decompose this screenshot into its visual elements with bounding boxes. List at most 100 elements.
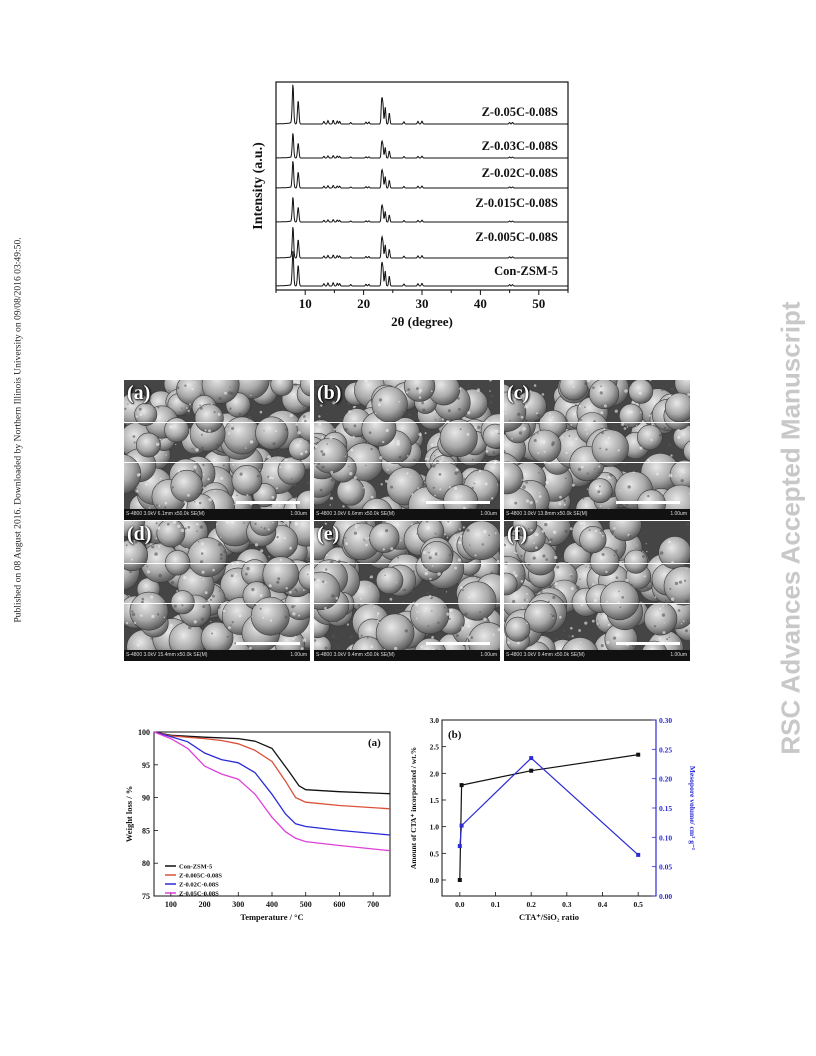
cta-xlabel: CTA⁺/SiO₂ ratio xyxy=(519,912,579,922)
xrd-tick-label: 10 xyxy=(299,296,312,311)
cta-data-point xyxy=(636,752,641,757)
sem-panel: S-4800 3.0kV 9.4mm x50.0k SE(M) 1.00um (f) xyxy=(504,521,690,661)
cta-y-tick-label: 0.5 xyxy=(430,849,440,858)
sem-scale-bar xyxy=(426,642,490,645)
sem-info-text: S-4800 3.0kV 13.8mm x50.0k SE(M) xyxy=(506,511,588,517)
sem-scale-text: 1.00um xyxy=(290,652,307,658)
sem-panel: S-4800 3.0kV 15.4mm x50.0k SE(M) 1.00um (d… xyxy=(124,521,310,661)
cta-data-point xyxy=(636,852,641,857)
sem-micrograph xyxy=(124,521,310,661)
sem-scan-line xyxy=(504,462,690,463)
sem-scale-bar xyxy=(616,501,680,504)
tga-chart: 100 200 300 400 500 600 700 75 80 85 90 95 100 Con-Z… xyxy=(124,728,391,922)
sem-scale-text: 1.00um xyxy=(480,511,497,517)
xrd-xlabel: 2θ (degree) xyxy=(391,314,453,329)
sem-micrograph xyxy=(504,380,690,520)
cta-y-tick-label: 2.0 xyxy=(430,769,440,778)
sem-scale-bar xyxy=(236,501,300,504)
cta-y2-tick-label: 0.20 xyxy=(659,775,672,784)
sem-info-text: S-4800 3.0kV 6.6mm x50.0k SE(M) xyxy=(316,511,395,517)
cta-y-tick-label: 2.5 xyxy=(430,743,440,752)
cta-y2-tick-label: 0.30 xyxy=(659,716,672,725)
tga-frame xyxy=(153,731,391,897)
tga-y-tick-label: 85 xyxy=(142,826,150,835)
xrd-tick-label: 40 xyxy=(474,296,487,311)
sem-scale-bar xyxy=(616,642,680,645)
xrd-sample-label: Con-ZSM-5 xyxy=(494,264,558,278)
sem-panel-label: (c) xyxy=(507,382,530,404)
sem-info-bar: S-4800 3.0kV 6.1mm x50.0k SE(M) 1.00um xyxy=(124,509,310,520)
xrd-pattern-figure: Z-0.05C-0.08S Z-0.03C-0.08S Z-0.02C-0.08S Z… xyxy=(251,81,569,329)
sem-info-bar: S-4800 3.0kV 15.4mm x50.0k SE(M) 1.00um xyxy=(124,650,310,661)
cta-x-tick-label: 0.2 xyxy=(526,900,536,909)
xrd-curve xyxy=(276,227,568,259)
cta-ylabel: Amount of CTA⁺ incorporated / wt.% xyxy=(409,747,418,869)
sem-scale-bar xyxy=(426,501,490,504)
tga-legend-label: Z-0.05C-0.08S xyxy=(179,891,219,898)
xrd-sample-label: Z-0.015C-0.08S xyxy=(475,196,558,210)
cta-data-point xyxy=(529,768,534,773)
tga-x-tick-label: 600 xyxy=(333,900,345,909)
xrd-sample-label: Z-0.02C-0.08S xyxy=(482,166,558,180)
tga-x-tick-label: 200 xyxy=(199,900,211,909)
tga-y-tick-label: 80 xyxy=(142,859,150,868)
cta-y2-tick-label: 0.05 xyxy=(659,863,672,872)
tga-x-tick-label: 300 xyxy=(232,900,244,909)
tga-series-line xyxy=(153,731,391,795)
tga-ticks: 100 200 300 400 500 600 700 75 80 85 90 95 100 xyxy=(138,728,379,909)
tga-x-tick-label: 500 xyxy=(300,900,312,909)
cta-y2-tick-label: 0.00 xyxy=(659,892,672,901)
sem-micrograph xyxy=(314,521,500,661)
sem-scan-line xyxy=(504,422,690,423)
sem-scan-line xyxy=(314,603,500,604)
sem-panel: S-4800 3.0kV 6.6mm x50.0k SE(M) 1.00um (b) xyxy=(314,380,500,520)
tga-y-tick-label: 90 xyxy=(142,794,150,803)
tga-series xyxy=(153,731,391,852)
publication-sidebar: Published on 08 August 2016. Downloaded … xyxy=(0,0,30,1056)
sem-scan-line xyxy=(504,563,690,564)
sem-info-bar: S-4800 3.0kV 13.8mm x50.0k SE(M) 1.00um xyxy=(504,509,690,520)
watermark-text: RSC Advances Accepted Manuscript xyxy=(775,301,806,755)
sem-scan-line xyxy=(314,462,500,463)
tga-legend: Con-ZSM-5 Z-0.005C-0.08S Z-0.02C-0.08S Z-0.… xyxy=(165,864,222,898)
tga-legend-label: Con-ZSM-5 xyxy=(179,864,213,871)
manuscript-watermark: RSC Advances Accepted Manuscript xyxy=(766,0,816,1056)
cta-y-tick-label: 1.5 xyxy=(430,796,440,805)
tga-series-line xyxy=(153,731,391,852)
cta-data-point xyxy=(459,823,464,828)
cta-y2-tick-label: 0.10 xyxy=(659,833,672,842)
cta-data-point xyxy=(459,783,464,788)
tga-series-line xyxy=(153,731,391,836)
sem-scan-line xyxy=(504,603,690,604)
cta-x-tick-label: 0.5 xyxy=(633,900,643,909)
tga-xlabel: Temperature / °C xyxy=(240,912,303,922)
sem-info-bar: S-4800 3.0kV 9.4mm x50.0k SE(M) 1.00um xyxy=(504,650,690,661)
sem-panel: S-4800 3.0kV 9.4mm x50.0k SE(M) 1.00um (e) xyxy=(314,521,500,661)
cta-x-tick-label: 0.4 xyxy=(598,900,608,909)
tga-x-tick-label: 100 xyxy=(165,900,177,909)
xrd-sample-labels: Z-0.05C-0.08S Z-0.03C-0.08S Z-0.02C-0.08S Z… xyxy=(475,105,558,278)
cta-series-line xyxy=(459,757,639,856)
xrd-tick-label: 20 xyxy=(357,296,370,311)
cta-y-tick-label: 0.0 xyxy=(430,876,440,885)
tga-series-line xyxy=(153,731,391,810)
xrd-curves xyxy=(276,84,568,287)
cta-y2-tick-label: 0.25 xyxy=(659,745,672,754)
cta-series xyxy=(457,752,641,882)
sem-info-text: S-4800 3.0kV 15.4mm x50.0k SE(M) xyxy=(126,652,208,658)
sem-scale-text: 1.00um xyxy=(290,511,307,517)
cta-chart: 0.0 0.1 0.2 0.3 0.4 0.5 0.0 0.5 1.0 1.5 2.0 2.5 3.0 0… xyxy=(409,716,697,922)
sem-info-text: S-4800 3.0kV 9.4mm x50.0k SE(M) xyxy=(506,652,585,658)
cta-x-tick-label: 0.1 xyxy=(491,900,501,909)
xrd-sample-label: Z-0.005C-0.08S xyxy=(475,230,558,244)
sem-scale-text: 1.00um xyxy=(480,652,497,658)
tga-x-tick-label: 700 xyxy=(367,900,379,909)
tga-panel-label: (a) xyxy=(368,737,381,749)
tga-legend-label: Z-0.02C-0.08S xyxy=(179,882,219,889)
sem-micrograph xyxy=(124,380,310,520)
cta-y-tick-label: 1.0 xyxy=(430,823,440,832)
cta-data-point xyxy=(457,844,462,849)
tga-x-tick-label: 400 xyxy=(266,900,278,909)
sem-panel-label: (b) xyxy=(317,382,342,404)
sem-panel-label: (d) xyxy=(127,523,152,545)
